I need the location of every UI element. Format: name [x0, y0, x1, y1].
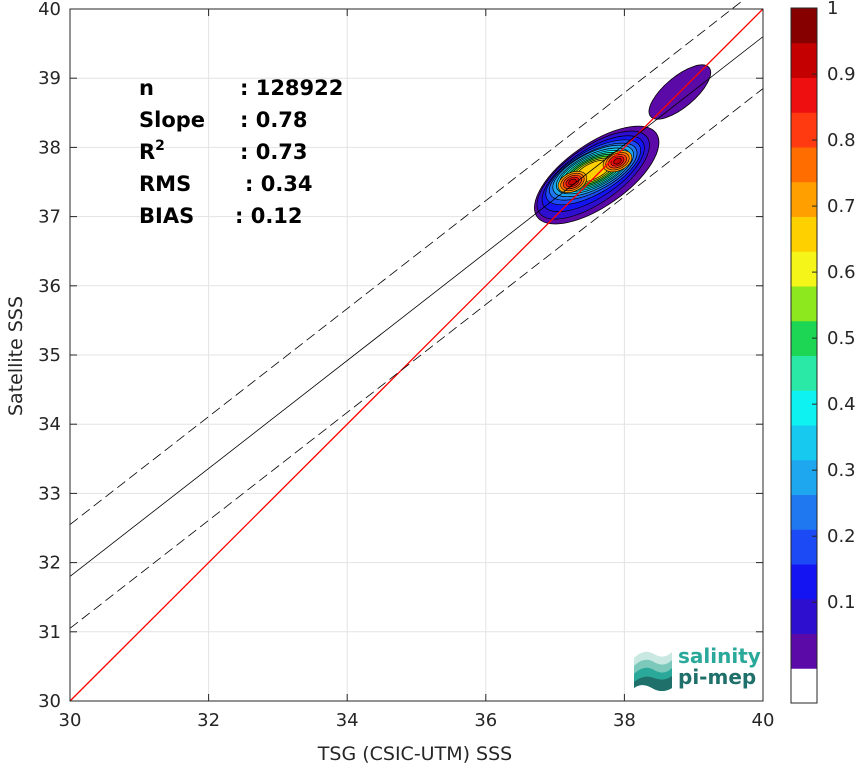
colorbar-tick-label: 1: [827, 0, 838, 19]
colorbar-segment: [791, 355, 817, 391]
y-tick-label: 33: [38, 483, 61, 504]
identity-line: [69, 8, 764, 702]
stat-value: : 0.12: [235, 204, 303, 228]
colorbar-segment: [791, 494, 817, 530]
x-tick-label: 40: [752, 710, 775, 731]
y-tick-label: 38: [38, 137, 61, 158]
stat-label: n: [139, 76, 154, 100]
stat-label: Slope: [139, 108, 205, 132]
colorbar-segment: [791, 251, 817, 287]
y-tick-label: 37: [38, 207, 61, 228]
colorbar-tick-label: 0.2: [827, 526, 856, 547]
colorbar: 0.1 0.2 0.3 0.4 0.5 0.6 0.7 0.8 0.9 1: [790, 0, 856, 704]
stat-label: BIAS: [139, 204, 194, 228]
salinity-pi-mep-logo: salinity pi-mep: [632, 644, 762, 692]
regression-lower-bound-line: [69, 88, 764, 629]
stat-value: : 0.73: [240, 140, 308, 164]
colorbar-segment: [791, 216, 817, 252]
x-tick-label: 38: [613, 710, 636, 731]
colorbar-segment: [791, 147, 817, 183]
colorbar-segment: [791, 598, 817, 634]
colorbar-tick-label: 0.1: [827, 592, 856, 613]
logo-word-pi-mep: pi-mep: [678, 665, 757, 689]
wave-logo-icon: [634, 651, 672, 691]
statistics-block: n : 128922 Slope : 0.78 R2 : 0.73 RMS : 0.34 BIA…: [139, 76, 343, 228]
colorbar-segment: [791, 390, 817, 426]
regression-line: [69, 36, 764, 577]
colorbar-segment: [791, 425, 817, 461]
stat-value: : 0.34: [245, 172, 313, 196]
colorbar-segment: [791, 286, 817, 322]
colorbar-segment: [791, 112, 817, 148]
x-tick-label: 36: [474, 710, 497, 731]
colorbar-tick-label: 0.6: [827, 262, 856, 283]
colorbar-segment: [791, 529, 817, 565]
x-tick-label: 34: [336, 710, 359, 731]
y-tick-label: 40: [38, 0, 61, 20]
y-axis-label: Satellite SSS: [5, 296, 27, 416]
x-axis-label: TSG (CSIC-UTM) SSS: [317, 743, 512, 765]
colorbar-tick-label: 0.8: [827, 130, 856, 151]
y-tick-label: 36: [38, 276, 61, 297]
colorbar-segment: [791, 564, 817, 600]
density-contours: [534, 64, 712, 225]
x-tick-label: 30: [59, 710, 82, 731]
colorbar-segment: [791, 8, 817, 44]
reference-lines: [69, 0, 764, 702]
y-tick-label: 34: [38, 414, 61, 435]
y-tick-label: 39: [38, 68, 61, 89]
y-axis-ticks: 30 31 32 33 34 35 36 37 38 39 40: [38, 0, 763, 712]
stat-value: : 0.78: [240, 108, 308, 132]
colorbar-tick-label: 0.7: [827, 196, 856, 217]
colorbar-segment: [791, 77, 817, 113]
stat-value: : 128922: [240, 76, 343, 100]
logo-word-salinity: salinity: [678, 644, 761, 668]
colorbar-segment: [791, 668, 817, 704]
colorbar-segment: [791, 459, 817, 495]
colorbar-tick-label: 0.5: [827, 328, 856, 349]
y-tick-label: 32: [38, 553, 61, 574]
colorbar-tick-label: 0.9: [827, 64, 856, 85]
x-tick-label: 32: [197, 710, 220, 731]
colorbar-border: [790, 7, 818, 704]
y-tick-label: 30: [38, 691, 61, 712]
regression-upper-bound-line: [69, 0, 745, 525]
colorbar-tick-label: 0.3: [827, 460, 856, 481]
x-axis-ticks: 30 32 34 36 38 40: [59, 9, 775, 731]
density-peak-contour: [613, 158, 622, 165]
colorbar-tick-label: 0.4: [827, 394, 856, 415]
stat-label: R2: [139, 138, 165, 164]
y-tick-label: 35: [38, 345, 61, 366]
colorbar-segment: [791, 633, 817, 669]
y-tick-label: 31: [38, 622, 61, 643]
stat-label: RMS: [139, 172, 191, 196]
colorbar-segment: [791, 42, 817, 78]
colorbar-segment: [791, 181, 817, 217]
